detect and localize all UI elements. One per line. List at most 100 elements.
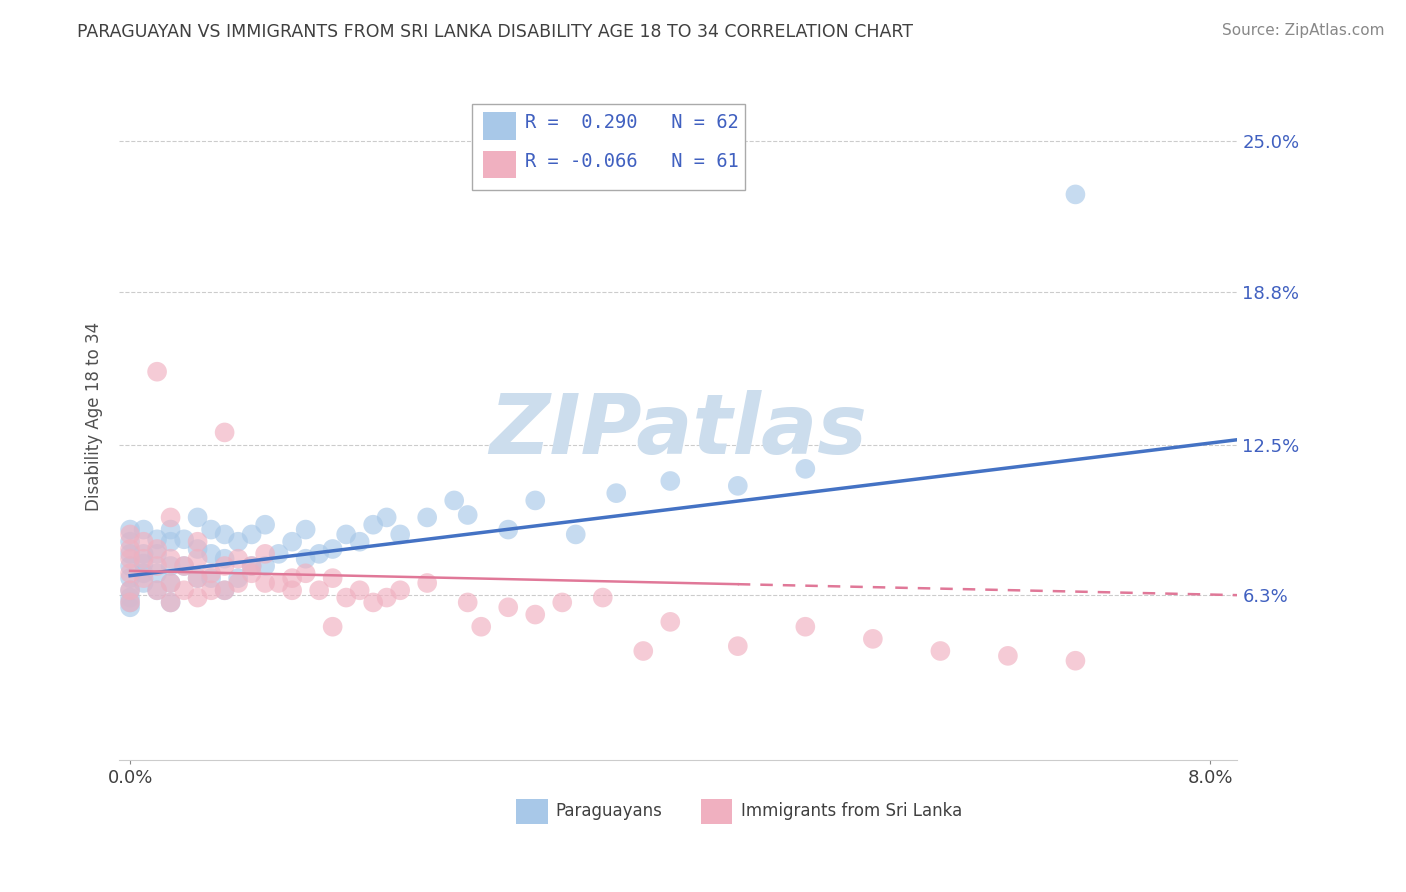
Text: ZIPatlas: ZIPatlas <box>489 390 868 471</box>
Point <box>214 425 236 440</box>
Point <box>443 493 465 508</box>
Text: Paraguayans: Paraguayans <box>555 802 662 820</box>
Point <box>159 559 181 574</box>
Point <box>159 595 181 609</box>
Point <box>200 523 222 537</box>
Point <box>187 534 209 549</box>
Point <box>361 595 384 609</box>
Point <box>727 639 749 653</box>
Point <box>159 551 181 566</box>
Point <box>214 583 236 598</box>
Point <box>132 534 155 549</box>
Point <box>120 591 142 605</box>
Point <box>173 559 195 574</box>
Point <box>1064 187 1087 202</box>
Point <box>997 648 1019 663</box>
Point <box>200 566 222 581</box>
Point <box>132 523 155 537</box>
Point <box>794 462 817 476</box>
Point <box>120 571 142 585</box>
Point <box>281 571 304 585</box>
Point <box>132 566 155 581</box>
FancyBboxPatch shape <box>700 799 733 823</box>
Point <box>389 583 412 598</box>
Point <box>361 517 384 532</box>
Point <box>416 576 439 591</box>
Text: R = -0.066   N = 61: R = -0.066 N = 61 <box>526 152 740 171</box>
Point <box>214 583 236 598</box>
Point <box>240 566 263 581</box>
Point <box>120 566 142 581</box>
Point <box>159 523 181 537</box>
Point <box>120 551 142 566</box>
Point <box>226 571 249 585</box>
Point <box>132 571 155 585</box>
Point <box>187 571 209 585</box>
Point <box>308 547 330 561</box>
Point <box>240 559 263 574</box>
Point <box>159 534 181 549</box>
Point <box>120 595 142 609</box>
Point <box>592 591 614 605</box>
Point <box>496 600 519 615</box>
Point <box>120 595 142 609</box>
Point <box>146 559 169 574</box>
Text: Source: ZipAtlas.com: Source: ZipAtlas.com <box>1222 23 1385 38</box>
Point <box>254 559 277 574</box>
Point <box>132 576 155 591</box>
Text: PARAGUAYAN VS IMMIGRANTS FROM SRI LANKA DISABILITY AGE 18 TO 34 CORRELATION CHAR: PARAGUAYAN VS IMMIGRANTS FROM SRI LANKA … <box>77 23 914 41</box>
Point <box>349 583 371 598</box>
Point <box>375 591 398 605</box>
Point <box>929 644 952 658</box>
Point <box>159 576 181 591</box>
Point <box>335 527 357 541</box>
Point <box>146 547 169 561</box>
Point <box>335 591 357 605</box>
Point <box>146 365 169 379</box>
FancyBboxPatch shape <box>516 799 547 823</box>
Point <box>120 547 142 561</box>
Point <box>862 632 884 646</box>
Point <box>349 534 371 549</box>
Text: Immigrants from Sri Lanka: Immigrants from Sri Lanka <box>741 802 962 820</box>
Point <box>457 595 479 609</box>
Text: R =  0.290   N = 62: R = 0.290 N = 62 <box>526 113 740 132</box>
Point <box>727 479 749 493</box>
Point <box>322 571 344 585</box>
Point <box>496 523 519 537</box>
Point <box>200 583 222 598</box>
Point <box>551 595 574 609</box>
Point <box>120 541 142 556</box>
Point <box>470 620 492 634</box>
Point <box>200 571 222 585</box>
Point <box>214 559 236 574</box>
Y-axis label: Disability Age 18 to 34: Disability Age 18 to 34 <box>86 322 103 511</box>
FancyBboxPatch shape <box>471 103 745 190</box>
Point <box>187 571 209 585</box>
Point <box>267 576 290 591</box>
Point <box>240 559 263 574</box>
Point <box>120 600 142 615</box>
Point <box>240 527 263 541</box>
Point <box>132 557 155 571</box>
Point <box>120 559 142 574</box>
Point <box>120 527 142 541</box>
Point <box>524 607 547 622</box>
Point <box>254 576 277 591</box>
Point <box>214 527 236 541</box>
Point <box>159 576 181 591</box>
Point <box>187 551 209 566</box>
Point <box>187 591 209 605</box>
Point <box>132 547 155 561</box>
Point <box>322 620 344 634</box>
Point <box>294 566 316 581</box>
Point <box>633 644 655 658</box>
Point <box>524 493 547 508</box>
Point <box>294 523 316 537</box>
Point <box>281 583 304 598</box>
Point <box>226 534 249 549</box>
Point <box>308 583 330 598</box>
FancyBboxPatch shape <box>482 112 516 140</box>
Point <box>416 510 439 524</box>
Point <box>564 527 586 541</box>
